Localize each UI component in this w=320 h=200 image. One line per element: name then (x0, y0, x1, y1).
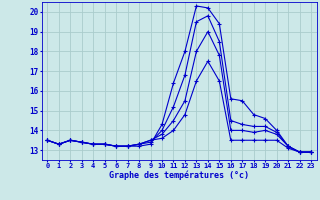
X-axis label: Graphe des températures (°c): Graphe des températures (°c) (109, 170, 249, 180)
